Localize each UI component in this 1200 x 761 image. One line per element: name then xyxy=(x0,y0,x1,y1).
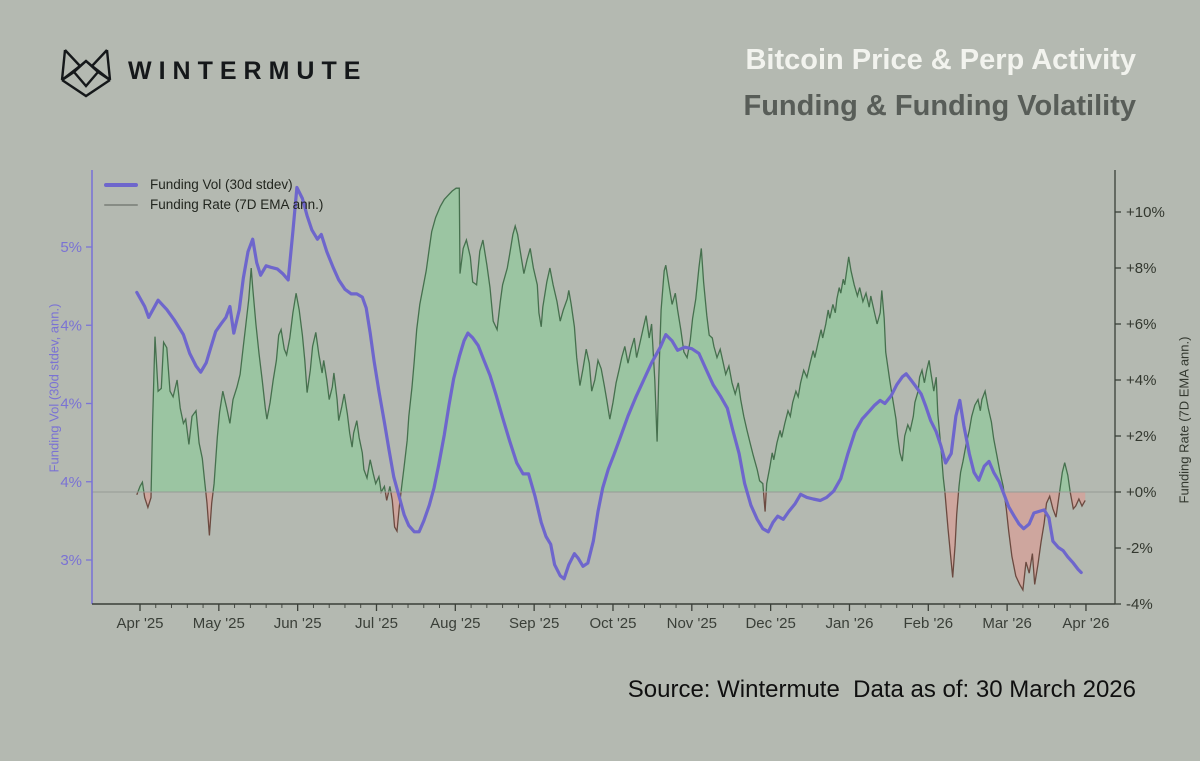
x-axis-tick-label: Jul '25 xyxy=(355,615,398,632)
right-axis-tick-label: +4% xyxy=(1126,372,1156,389)
right-axis-tick-label: +2% xyxy=(1126,428,1156,445)
page-title: Bitcoin Price & Perp Activity xyxy=(745,44,1136,76)
chart-legend: Funding Vol (30d stdev) Funding Rate (7D… xyxy=(104,177,323,212)
left-axis-tick-label: 4% xyxy=(60,317,82,334)
x-axis-tick-label: Jan '26 xyxy=(826,615,874,632)
funding-rate-line-positive xyxy=(137,187,1071,492)
wintermute-logo-icon xyxy=(60,49,112,98)
left-axis-tick-label: 3% xyxy=(60,552,82,569)
left-axis-tick-label: 4% xyxy=(60,396,82,413)
right-axis-tick-label: +6% xyxy=(1126,316,1156,333)
left-axis-title: Funding Vol (30d stdev, ann.) xyxy=(46,303,62,473)
left-axis-tick-label: 4% xyxy=(60,474,82,491)
x-axis-tick-label: Jun '25 xyxy=(274,615,322,632)
brand-header: WINTERMUTE xyxy=(58,44,367,98)
legend-item-funding-rate: Funding Rate (7D EMA ann.) xyxy=(104,197,323,212)
x-axis-tick-label: Apr '25 xyxy=(116,615,163,632)
right-axis-tick-label: +10% xyxy=(1126,204,1165,221)
x-axis-tick-label: Apr '26 xyxy=(1062,615,1109,632)
brand-name: WINTERMUTE xyxy=(128,56,368,85)
right-axis-tick-label: +0% xyxy=(1126,484,1156,501)
x-axis-tick-label: Sep '25 xyxy=(509,615,559,632)
right-axis-title: Funding Rate (7D EMA ann.) xyxy=(1176,336,1192,504)
right-axis-tick-label: -4% xyxy=(1126,596,1153,613)
right-axis-tick-label: -2% xyxy=(1126,540,1153,557)
funding-vol-swatch xyxy=(104,182,138,187)
x-axis-tick-label: Feb '26 xyxy=(904,615,954,632)
legend-label: Funding Vol (30d stdev) xyxy=(150,177,293,192)
page-subtitle: Funding & Funding Volatility xyxy=(743,90,1136,122)
x-axis-tick-label: Dec '25 xyxy=(745,615,795,632)
right-axis-tick-label: +8% xyxy=(1126,260,1156,277)
funding-rate-swatch xyxy=(104,203,138,206)
left-axis-tick-label: 5% xyxy=(60,239,82,256)
x-axis-tick-label: Mar '26 xyxy=(982,615,1032,632)
funding-vol-line xyxy=(135,185,1083,581)
legend-label: Funding Rate (7D EMA ann.) xyxy=(150,197,324,212)
x-axis-tick-label: Nov '25 xyxy=(667,615,717,632)
funding-rate-area-positive xyxy=(136,188,1086,492)
x-axis-tick-label: Aug '25 xyxy=(430,615,480,632)
source-note: Source: Wintermute Data as of: 30 March … xyxy=(627,676,1136,703)
legend-item-funding-vol: Funding Vol (30d stdev) xyxy=(104,177,323,192)
x-axis-tick-label: Oct '25 xyxy=(589,615,636,632)
x-axis-tick-label: May '25 xyxy=(193,615,245,632)
funding-rate-positive-region xyxy=(136,187,1086,492)
